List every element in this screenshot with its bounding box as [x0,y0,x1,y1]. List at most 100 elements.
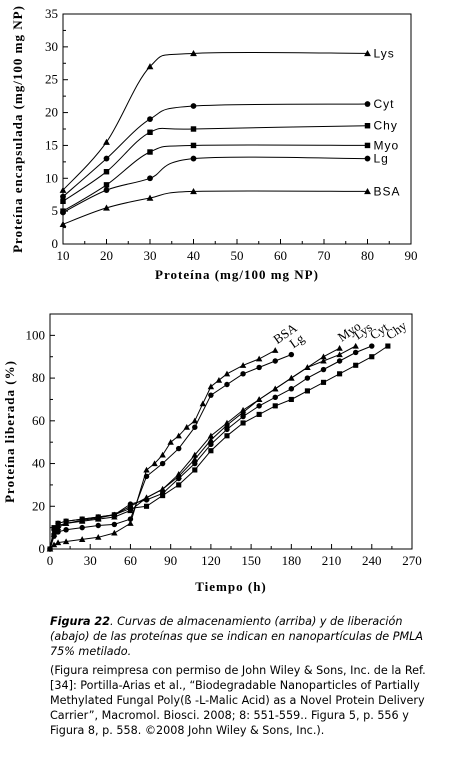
data-point-bsa [191,417,198,424]
series-label-lg: Lg [374,152,389,166]
data-point-bsa [255,355,263,362]
series-line-lys [49,345,356,550]
data-point-chy [127,505,134,511]
data-point-chy [190,126,197,132]
data-point-bsa [50,541,58,548]
x-tick-label: 70 [318,248,331,263]
data-point-cyt [143,497,150,503]
data-point-lys [191,456,198,462]
data-point-bsa [103,204,110,211]
data-point-lys [255,396,263,403]
data-point-bsa [190,188,197,195]
data-point-bsa [146,194,154,201]
data-point-chy [95,514,101,520]
data-point-lg [224,381,230,388]
data-point-chy [304,388,310,394]
data-point-chy [63,518,69,524]
figure-caption: Figura 22. Curvas de almacenamiento (arr… [50,614,442,738]
data-point-cyt [192,460,198,467]
data-point-cyt [103,155,110,162]
data-point-lg [272,358,278,364]
data-point-lys [364,50,371,57]
data-point-cyt [208,441,214,448]
data-point-cyt [224,426,230,433]
y-axis-title: Proteína encapsulada (mg/100 mg NP) [10,5,25,253]
y-tick-label: 0 [39,541,46,556]
data-point-lys [320,357,327,364]
data-point-lys [146,63,154,70]
y-tick-label: 20 [32,498,45,513]
data-point-chy [192,467,198,473]
data-point-myo [336,344,343,351]
data-point-cyt [320,366,327,373]
data-point-lg [103,187,110,194]
data-point-lys [103,138,110,145]
data-point-myo [191,451,198,458]
data-point-bsa [167,438,174,445]
data-point-chy [176,482,182,488]
data-point-bsa [127,520,134,526]
data-point-lg [147,175,153,182]
x-tick-label: 90 [405,248,418,263]
data-point-lg [95,522,101,529]
data-point-bsa [54,539,62,546]
data-point-lg [190,155,197,162]
data-point-lys [207,436,215,443]
data-point-bsa [215,377,223,383]
data-point-chy [111,512,117,518]
data-point-chy [160,493,166,499]
data-point-lg [175,445,182,452]
data-point-bsa [143,466,150,473]
data-point-chy [369,354,375,360]
caption-credit: (Figura reimpresa con permiso de John Wi… [50,664,426,737]
data-point-bsa [151,460,158,467]
data-point-lg [79,524,85,531]
series-line-myo [62,144,368,212]
x-tick-label: 10 [57,248,70,263]
data-point-lg [208,392,214,398]
data-point-cyt [288,386,295,392]
data-point-lys [239,409,247,415]
series-label-chy: Chy [374,119,398,133]
y-tick-label: 15 [45,137,58,152]
data-point-lg [143,473,150,480]
data-point-chy [337,371,343,377]
data-point-bsa [199,400,207,407]
x-tick-label: 60 [274,248,287,263]
data-point-bsa [272,347,279,353]
series-line-bsa [49,349,276,550]
x-tick-label: 60 [124,553,137,568]
x-tick-label: 30 [144,248,157,263]
plot-frame [49,313,413,550]
data-point-lys [336,351,343,358]
series-line-lg [62,156,368,213]
data-point-cyt [127,501,134,507]
data-point-cyt [175,475,182,482]
data-point-lys [59,186,67,193]
x-tick-label: 270 [402,553,422,568]
data-point-myo [207,432,215,439]
y-tick-label: 100 [26,327,46,342]
data-point-lg [159,460,166,467]
y-tick-label: 30 [45,39,58,54]
y-tick-label: 80 [32,370,45,385]
data-point-bsa [207,383,215,390]
data-point-bsa [111,529,118,536]
release-chart: 0 30 60 90 120 150 180 210 240 270 0 20 40 60 80 100 Tie… [2,313,422,594]
x-tick-label: 0 [47,553,54,568]
data-point-lys [352,342,359,349]
data-point-chy [60,198,66,205]
data-point-chy [224,433,230,439]
data-point-chy [272,403,278,409]
data-point-myo [190,142,197,149]
data-point-chy [353,362,359,368]
series-line-chy [49,345,389,550]
data-point-chy [288,396,294,403]
x-tick-label: 90 [164,553,177,568]
data-point-chy [320,379,327,385]
data-point-lg [127,516,134,522]
data-point-lg [240,371,246,377]
data-point-lg [111,521,118,528]
y-axis-title: Proteína liberada (%) [2,360,17,503]
x-tick-label: 180 [282,553,302,568]
